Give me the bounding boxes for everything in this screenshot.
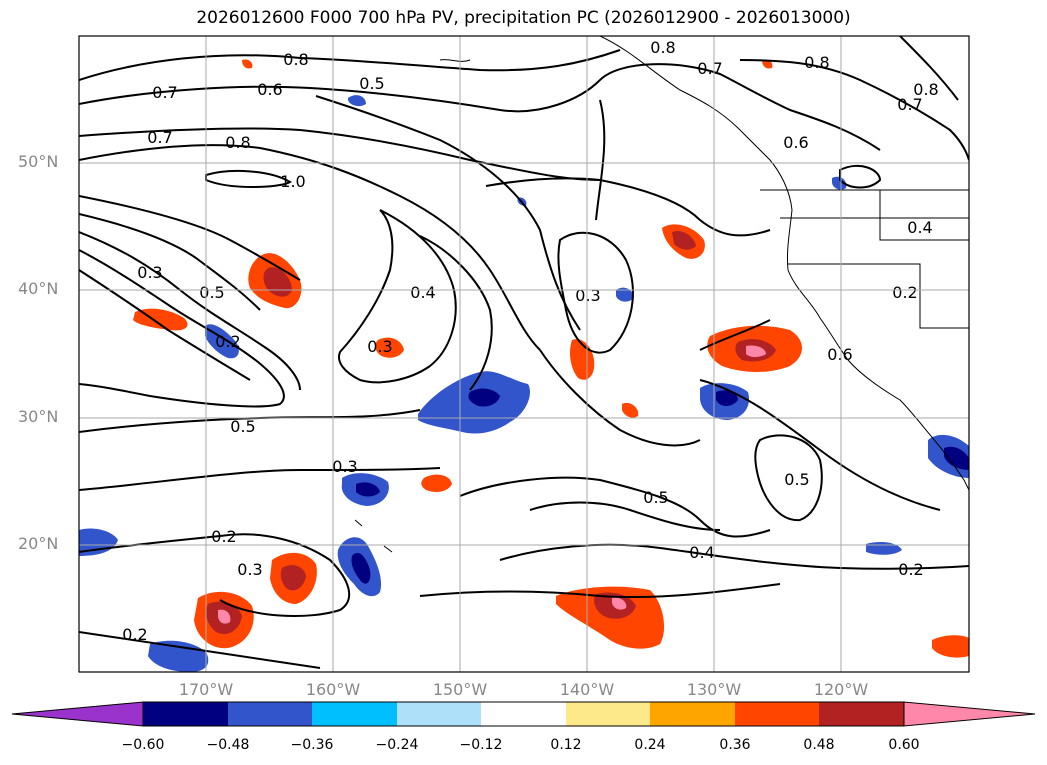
colorbar-tick-label: 0.24: [634, 737, 666, 753]
contour-label: 0.8: [650, 38, 675, 57]
precip-positive-core: [672, 230, 696, 250]
contour-label: 0.2: [211, 527, 236, 546]
contour-label: 0.8: [913, 80, 938, 99]
contour-label: 0.5: [230, 417, 255, 436]
precip-negative-core: [356, 482, 380, 497]
pv-contour-labels: 0.8 0.7 0.6 0.5 0.7 0.8 1.0 0.3 0.5 0.2 …: [122, 38, 938, 644]
colorbar-bin: [228, 702, 312, 726]
precip-negative-core: [351, 552, 371, 584]
lon-label: 120°W: [813, 680, 869, 699]
precip-positive-region: [375, 337, 404, 358]
lat-label: 40°N: [18, 279, 59, 298]
contour-label: 0.7: [147, 128, 172, 147]
precip-positive-peak: [746, 345, 766, 357]
contour-label: 0.2: [898, 560, 923, 579]
precip-positive-region: [421, 474, 452, 492]
precip-positive-region: [622, 402, 639, 418]
contour-label: 0.3: [332, 457, 357, 476]
contour-label: 0.2: [892, 283, 917, 302]
contour-label: 0.4: [410, 283, 435, 302]
lon-label: 160°W: [305, 680, 361, 699]
lat-label: 20°N: [18, 534, 59, 553]
contour-label: 0.3: [367, 337, 392, 356]
colorbar-extend-low: [11, 701, 144, 727]
precip-positive-peak: [612, 597, 627, 610]
lat-label: 50°N: [18, 152, 59, 171]
contour-label: 0.8: [283, 50, 308, 69]
colorbar-bin: [819, 702, 904, 726]
lon-label: 140°W: [559, 680, 615, 699]
colorbar-extend-high: [903, 701, 1036, 727]
contour-label: 0.3: [137, 263, 162, 282]
contour-label: 0.6: [827, 345, 852, 364]
plot-frame: [78, 35, 970, 673]
colorbar-tick-label: −0.36: [290, 737, 334, 753]
contour-label: 0.8: [804, 53, 829, 72]
precip-negative-core: [468, 388, 500, 407]
lat-label: 30°N: [18, 407, 59, 426]
precip-negative-core: [716, 390, 738, 406]
precip-positive-core: [280, 565, 306, 591]
contour-label: 0.2: [215, 332, 240, 351]
precip-negative-region: [348, 95, 366, 107]
contour-label: 0.5: [199, 283, 224, 302]
contour-label: 1.0: [280, 172, 305, 191]
precip-positive-region: [932, 635, 969, 658]
colorbar-tick-label: 0.60: [888, 737, 920, 753]
lon-label: 130°W: [686, 680, 742, 699]
precip-positive-region: [762, 59, 773, 69]
precip-positive-peak: [218, 609, 231, 624]
colorbar-tick-label: 0.12: [550, 737, 582, 753]
contour-label: 0.3: [237, 560, 262, 579]
precip-negative-region: [832, 176, 847, 190]
pv-contours: [79, 36, 969, 669]
colorbar-tick-label: −0.12: [459, 737, 503, 753]
colorbar-bin: [735, 702, 819, 726]
contour-label: 0.4: [689, 543, 714, 562]
contour-label: 0.7: [152, 83, 177, 102]
colorbar-bin: [566, 702, 650, 726]
colorbar-bin: [481, 702, 566, 726]
chart-title: 2026012600 F000 700 hPa PV, precipitatio…: [196, 8, 851, 28]
contour-label: 0.5: [784, 470, 809, 489]
contour-label: 0.2: [122, 625, 147, 644]
colorbar-tick-label: −0.60: [121, 737, 165, 753]
colorbar-tick-label: 0.36: [719, 737, 751, 753]
lon-label: 170°W: [178, 680, 234, 699]
contour-label: 0.7: [697, 59, 722, 78]
colorbar-tick-label: 0.48: [803, 737, 835, 753]
contour-label: 0.4: [907, 218, 932, 237]
colorbar-bin: [312, 702, 397, 726]
contour-label: 0.6: [257, 80, 282, 99]
precip-positive-region: [242, 59, 253, 69]
precip-negative-region: [616, 287, 634, 302]
contour-label: 0.3: [575, 286, 600, 305]
precip-positive-core: [263, 267, 292, 297]
contour-label: 0.6: [783, 133, 808, 152]
colorbar-bin: [650, 702, 735, 726]
contour-label: 0.7: [897, 95, 922, 114]
graticule: [79, 36, 969, 672]
colorbar-bin: [397, 702, 481, 726]
precip-negative-core: [944, 446, 969, 470]
contour-label: 0.5: [643, 488, 668, 507]
colorbar-tick-label: −0.24: [375, 737, 419, 753]
contour-label: 0.5: [359, 74, 384, 93]
colorbar: [11, 701, 1036, 727]
colorbar-bin: [143, 702, 228, 726]
coastline: [354, 36, 969, 553]
colorbar-tick-label: −0.48: [206, 737, 250, 753]
contour-label: 0.8: [225, 133, 250, 152]
lon-label: 150°W: [432, 680, 488, 699]
